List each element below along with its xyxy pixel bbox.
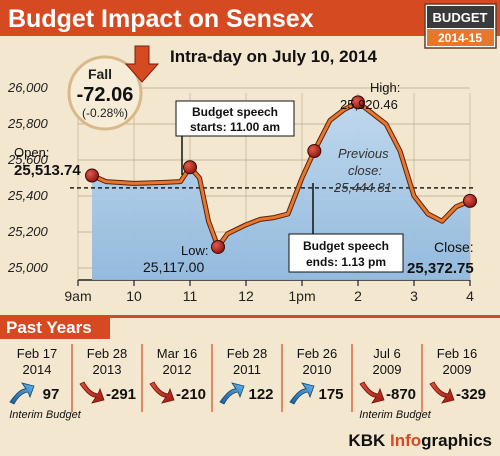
y-tick-label: 25,000 xyxy=(7,260,49,275)
key-point-marker xyxy=(307,144,322,158)
past-year-year: 2012 xyxy=(163,362,192,377)
key-point-marker xyxy=(463,193,477,208)
x-axis: 9am 10 11 12 1pm 2 3 4 xyxy=(64,279,474,304)
section-divider xyxy=(0,315,500,318)
x-tick-label: 2 xyxy=(354,288,362,304)
credit-part3: graphics xyxy=(421,431,492,450)
past-year-change: 122 xyxy=(248,386,273,403)
credit-part1: KBK xyxy=(348,431,390,450)
speech-end-line2: ends: 1.13 pm xyxy=(306,255,386,269)
high-value: 25,920.46 xyxy=(340,97,398,112)
past-year-date: Feb 28 xyxy=(87,346,127,361)
close-label: Close: xyxy=(434,239,474,255)
price-line xyxy=(91,100,471,249)
x-tick-label: 3 xyxy=(410,288,418,304)
y-tick-label: 25,600 xyxy=(7,152,49,167)
past-year-change: 97 xyxy=(43,386,60,403)
speech-start-box xyxy=(175,100,295,137)
page-title: Budget Impact on Sensex xyxy=(8,5,314,33)
prev-close-value: 25,444.81 xyxy=(333,180,392,195)
budget-badge: BUDGET 2014-15 xyxy=(424,3,497,49)
fall-percent: (-0.28%) xyxy=(82,106,128,120)
past-year-date: Feb 28 xyxy=(227,346,267,361)
past-year-change: -210 xyxy=(176,386,206,403)
key-point-marker xyxy=(211,239,225,254)
down-arrow-icon xyxy=(359,381,385,404)
low-value: 25,117.00 xyxy=(143,259,204,275)
key-point-marker xyxy=(183,160,197,175)
past-year-year: 2011 xyxy=(233,362,261,377)
x-tick-label: 4 xyxy=(466,288,474,304)
y-tick-label: 25,200 xyxy=(7,224,49,239)
x-tick-label: 9am xyxy=(64,288,91,304)
past-years-tab xyxy=(0,315,110,339)
past-year-change: -291 xyxy=(106,386,136,403)
x-tick-label: 12 xyxy=(238,288,254,304)
low-label: Low: xyxy=(181,243,208,258)
up-arrow-icon xyxy=(289,382,315,405)
past-year-date: Mar 16 xyxy=(157,346,197,361)
chart-subtitle: Intra-day on July 10, 2014 xyxy=(170,47,377,66)
close-value: 25,372.75 xyxy=(407,260,474,277)
y-tick-label: 25,800 xyxy=(7,116,49,131)
open-value: 25,513.74 xyxy=(14,162,81,179)
credit: KBK Infographics xyxy=(348,431,492,450)
past-year-year: 2013 xyxy=(93,362,122,377)
down-arrow-icon xyxy=(429,381,455,404)
x-tick-label: 1pm xyxy=(288,288,315,304)
past-year-change: -329 xyxy=(456,386,486,403)
past-year-year: 2010 xyxy=(303,362,332,377)
down-arrow-icon xyxy=(124,45,160,83)
fall-label: Fall xyxy=(88,66,112,82)
key-point-marker xyxy=(85,168,99,183)
up-arrow-icon xyxy=(219,382,245,405)
y-tick-label: 26,000 xyxy=(7,80,49,95)
past-year-year: 2009 xyxy=(443,362,472,377)
x-tick-label: 10 xyxy=(126,288,142,304)
past-year-date: Jul 6 xyxy=(373,346,400,361)
budget-badge-label: BUDGET xyxy=(433,10,488,25)
past-year-date: Feb 26 xyxy=(297,346,337,361)
past-year-note: Interim Budget xyxy=(9,409,81,421)
past-years-title: Past Years xyxy=(6,318,92,337)
key-point-marker xyxy=(351,95,365,110)
past-year-change: 175 xyxy=(318,386,343,403)
credit-part2: Info xyxy=(390,431,421,450)
down-arrow-icon xyxy=(149,381,175,404)
header-bar xyxy=(0,0,500,36)
past-year-note: Interim Budget xyxy=(359,409,431,421)
past-year-date: Feb 17 xyxy=(17,346,57,361)
high-label: High: xyxy=(370,80,400,95)
speech-start-line2: starts: 11.00 am xyxy=(190,120,280,134)
fall-value: -72.06 xyxy=(77,84,134,106)
speech-end-line1: Budget speech xyxy=(303,239,389,253)
prev-close-label2: close: xyxy=(348,163,382,178)
y-tick-label: 25,400 xyxy=(7,188,49,203)
open-label: Open: xyxy=(14,145,49,160)
past-year-date: Feb 16 xyxy=(437,346,477,361)
prev-close-label1: Previous xyxy=(338,146,389,161)
past-year-change: -870 xyxy=(386,386,416,403)
speech-start-line1: Budget speech xyxy=(192,105,278,119)
y-axis: 26,000 25,800 25,600 25,400 25,200 25,000 xyxy=(7,80,49,275)
key-points xyxy=(85,95,477,254)
x-tick-label: 11 xyxy=(183,288,198,304)
fall-badge: Fall -72.06 (-0.28%) xyxy=(67,45,160,131)
up-arrow-icon xyxy=(9,382,35,405)
past-year-year: 2014 xyxy=(23,362,52,377)
budget-badge-year: 2014-15 xyxy=(438,31,482,45)
down-arrow-icon xyxy=(79,381,105,404)
speech-end-box xyxy=(288,233,404,273)
past-year-year: 2009 xyxy=(373,362,402,377)
